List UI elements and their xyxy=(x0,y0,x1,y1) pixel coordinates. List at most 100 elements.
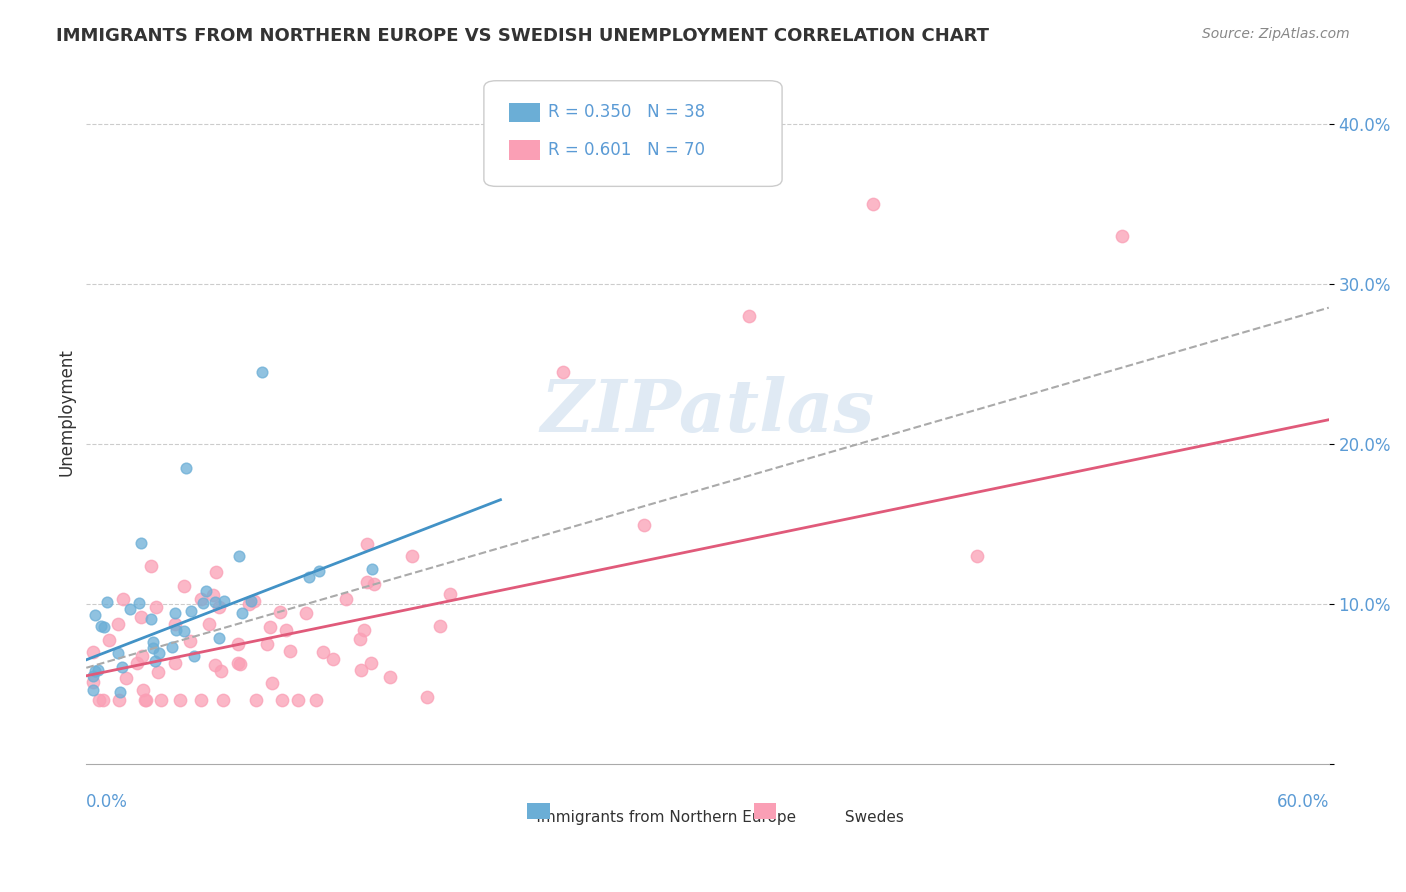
Point xyxy=(228,549,250,563)
Point xyxy=(107,617,129,632)
Point xyxy=(173,579,195,593)
Point xyxy=(287,693,309,707)
Point xyxy=(311,645,333,659)
Point xyxy=(139,559,162,574)
Point xyxy=(349,632,371,646)
Point xyxy=(91,693,114,707)
Point xyxy=(416,690,439,704)
Point xyxy=(143,654,166,668)
Point xyxy=(96,594,118,608)
Point xyxy=(256,637,278,651)
Point xyxy=(439,587,461,601)
Point xyxy=(262,675,284,690)
Point xyxy=(165,656,187,670)
Text: Immigrants from Northern Europe          Swedes: Immigrants from Northern Europe Swedes xyxy=(512,810,904,824)
FancyBboxPatch shape xyxy=(484,81,782,186)
Point xyxy=(966,549,988,563)
Point xyxy=(135,693,157,707)
Point xyxy=(308,564,330,578)
Point xyxy=(378,670,401,684)
Point xyxy=(191,596,214,610)
Point xyxy=(204,658,226,673)
Point xyxy=(160,640,183,654)
Point xyxy=(142,641,165,656)
Point xyxy=(269,605,291,619)
Point xyxy=(86,663,108,677)
Point xyxy=(298,570,321,584)
Point xyxy=(252,365,274,379)
Point xyxy=(127,657,149,671)
Point xyxy=(208,600,231,615)
Point xyxy=(259,620,281,634)
Point xyxy=(190,693,212,707)
Point xyxy=(226,637,249,651)
Point xyxy=(204,595,226,609)
Point xyxy=(278,644,301,658)
Y-axis label: Unemployment: Unemployment xyxy=(58,348,75,475)
Text: 0.0%: 0.0% xyxy=(86,793,128,811)
Point xyxy=(149,693,172,707)
Point xyxy=(82,674,104,689)
Point xyxy=(84,607,107,622)
Point xyxy=(197,617,219,632)
Point xyxy=(353,623,375,637)
Point xyxy=(245,693,267,707)
Point xyxy=(226,657,249,671)
Point xyxy=(139,612,162,626)
Point xyxy=(862,196,884,211)
Point xyxy=(209,664,232,678)
Bar xyxy=(509,103,540,122)
Point xyxy=(190,592,212,607)
Point xyxy=(82,669,104,683)
Point xyxy=(738,309,761,323)
Point xyxy=(98,632,121,647)
Point xyxy=(108,685,131,699)
Point xyxy=(271,693,294,707)
Point xyxy=(82,645,104,659)
Point xyxy=(1111,228,1133,243)
Point xyxy=(183,648,205,663)
Point xyxy=(145,600,167,615)
Point xyxy=(90,619,112,633)
Bar xyxy=(754,804,776,819)
Point xyxy=(118,602,141,616)
Point xyxy=(163,606,186,620)
Point xyxy=(229,657,252,671)
Point xyxy=(361,562,384,576)
Point xyxy=(129,610,152,624)
Point xyxy=(350,663,373,677)
Point xyxy=(294,607,316,621)
Point xyxy=(363,577,385,591)
Point xyxy=(132,682,155,697)
Point xyxy=(205,565,228,579)
Point xyxy=(201,588,224,602)
Point xyxy=(128,596,150,610)
Point xyxy=(148,646,170,660)
Point xyxy=(305,693,328,707)
Point xyxy=(146,665,169,679)
Point xyxy=(84,664,107,678)
Text: ZIPatlas: ZIPatlas xyxy=(540,376,875,447)
Point xyxy=(211,693,233,707)
Point xyxy=(429,619,451,633)
Point xyxy=(129,536,152,550)
Point xyxy=(276,623,298,637)
Point xyxy=(173,624,195,639)
Point xyxy=(239,594,262,608)
Point xyxy=(163,617,186,632)
Point xyxy=(107,646,129,660)
Point xyxy=(633,517,655,532)
Point xyxy=(93,620,115,634)
Point xyxy=(208,631,231,645)
Point xyxy=(111,660,134,674)
Point xyxy=(356,574,378,589)
Point xyxy=(142,635,165,649)
Point xyxy=(111,591,134,606)
Point xyxy=(356,537,378,551)
Point xyxy=(108,693,131,707)
Point xyxy=(174,460,197,475)
Point xyxy=(169,693,191,707)
Point xyxy=(238,598,260,612)
Bar xyxy=(527,804,550,819)
Point xyxy=(131,649,153,664)
